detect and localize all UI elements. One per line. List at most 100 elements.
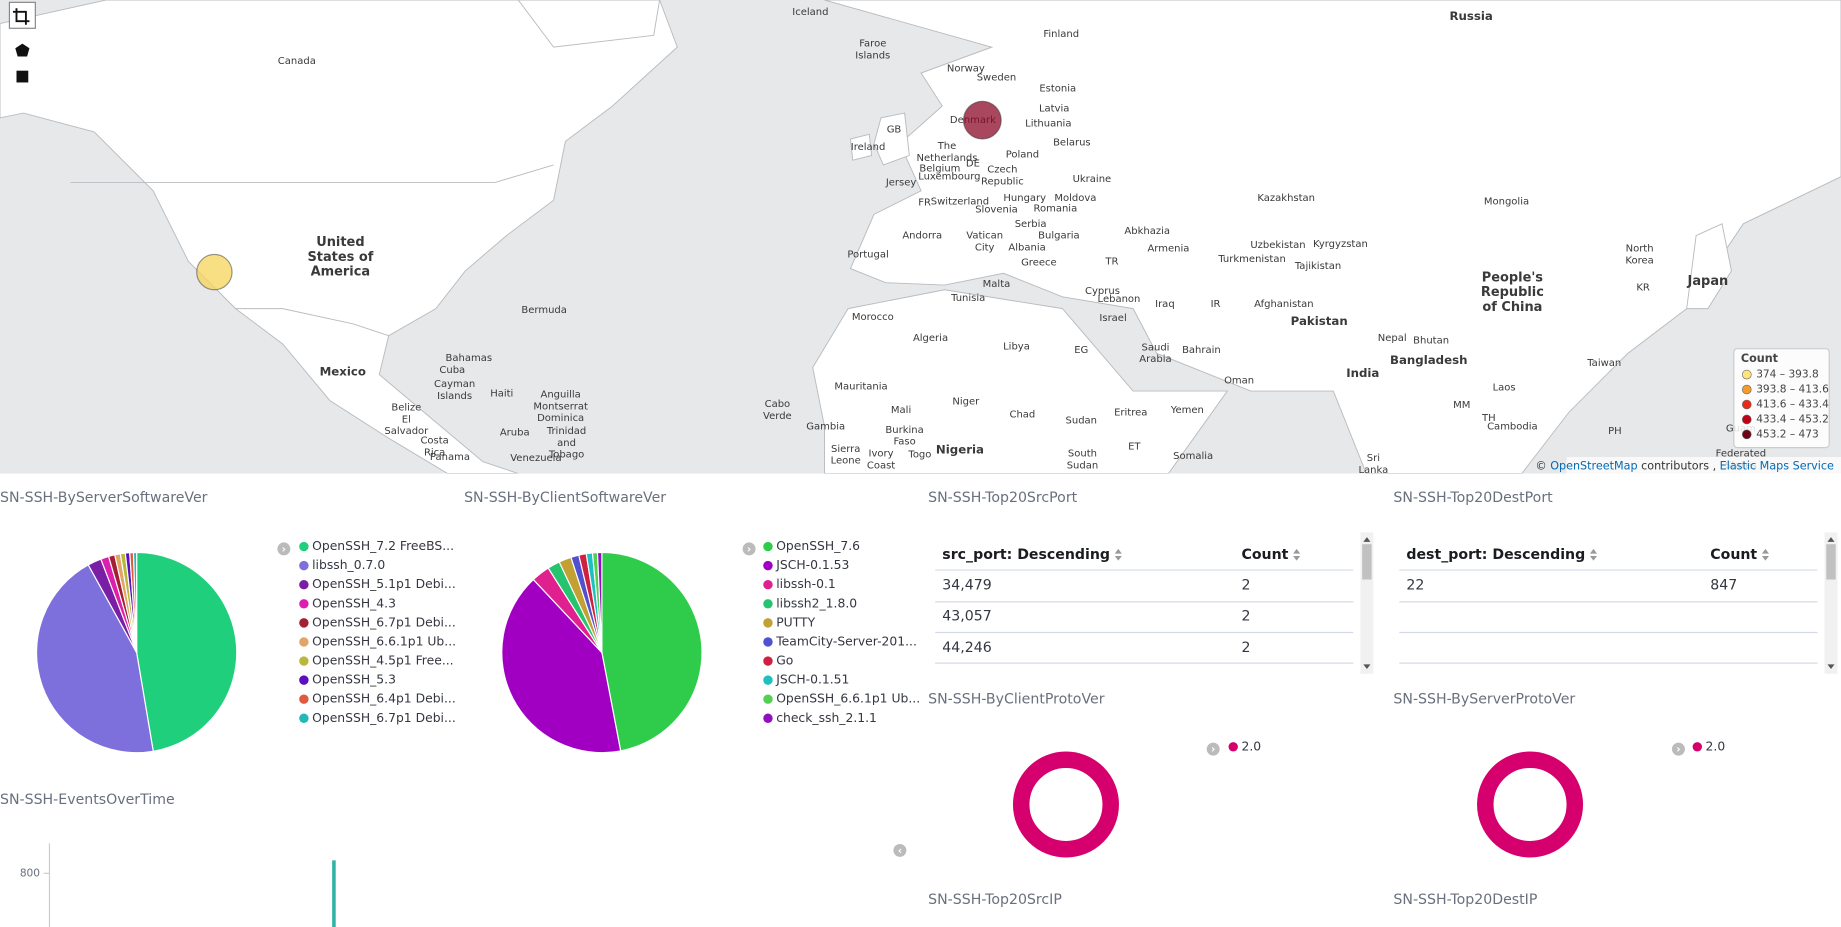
legend-dot[interactable] bbox=[299, 579, 309, 590]
legend-dot[interactable] bbox=[299, 599, 309, 609]
legend-label[interactable]: Go bbox=[776, 654, 793, 668]
map-label: Nepal bbox=[1378, 333, 1407, 344]
polygon-tool[interactable] bbox=[15, 43, 30, 57]
legend-label[interactable]: OpenSSH_6.6.1p1 Ub... bbox=[312, 634, 456, 648]
legend-label[interactable]: OpenSSH_6.6.1p1 Ub... bbox=[776, 692, 920, 706]
map-label: Aruba bbox=[500, 427, 530, 438]
map-label: Switzerland bbox=[931, 196, 989, 207]
sort-icon bbox=[1114, 548, 1122, 561]
pie-slice[interactable] bbox=[35, 564, 154, 754]
legend-dot[interactable] bbox=[763, 599, 773, 609]
legend-label[interactable]: OpenSSH_5.1p1 Debi... bbox=[312, 577, 456, 591]
legend-label[interactable]: OpenSSH_6.4p1 Debi... bbox=[312, 692, 456, 706]
attribution-text: contributors , bbox=[1641, 459, 1716, 472]
legend-label[interactable]: OpenSSH_6.7p1 Debi... bbox=[312, 615, 456, 629]
column-header[interactable]: Count bbox=[1710, 547, 1757, 563]
legend-dot[interactable] bbox=[763, 675, 773, 685]
scrollbar-thumb[interactable] bbox=[1362, 544, 1372, 580]
map-legend: Count 374 – 393.8 393.8 – 413.6 413.6 – 433… bbox=[1733, 348, 1830, 449]
pie-slice[interactable] bbox=[596, 551, 603, 653]
map-label: Sudan bbox=[1066, 416, 1098, 427]
map-label: Cuba bbox=[439, 365, 465, 376]
legend-label[interactable]: OpenSSH_6.7p1 Debi... bbox=[312, 711, 456, 725]
pie-slice[interactable] bbox=[601, 551, 703, 752]
table-cell: 847 bbox=[1710, 577, 1737, 593]
bar[interactable] bbox=[332, 860, 336, 927]
legend-swatch bbox=[1742, 399, 1752, 410]
legend-label[interactable]: TeamCity-Server-201... bbox=[775, 634, 917, 648]
legend-toggle[interactable] bbox=[277, 542, 291, 556]
legend-dot[interactable] bbox=[299, 637, 309, 647]
legend-dot[interactable] bbox=[763, 618, 773, 628]
scroll-up[interactable] bbox=[1363, 537, 1371, 542]
sort-icon bbox=[1761, 548, 1769, 561]
map-label: Canada bbox=[278, 56, 316, 67]
legend-dot[interactable] bbox=[763, 713, 773, 723]
attribution-link[interactable]: Elastic Maps Service bbox=[1720, 459, 1834, 472]
legend-dot[interactable] bbox=[299, 541, 309, 552]
rectangle-tool[interactable] bbox=[16, 70, 29, 83]
legend-label[interactable]: OpenSSH_4.3 bbox=[312, 596, 396, 610]
attribution-link[interactable]: OpenStreetMap bbox=[1550, 459, 1637, 472]
column-header[interactable]: dest_port: Descending bbox=[1406, 547, 1585, 563]
scroll-up[interactable] bbox=[1827, 537, 1835, 542]
legend-dot[interactable] bbox=[299, 618, 309, 628]
map-label: IR bbox=[1211, 299, 1221, 310]
pie-slice[interactable] bbox=[132, 551, 138, 653]
legend-label[interactable]: 2.0 bbox=[1706, 739, 1726, 753]
legend-dot[interactable] bbox=[299, 713, 309, 723]
pie-slice[interactable] bbox=[501, 578, 622, 754]
legend-label[interactable]: libssh2_1.8.0 bbox=[776, 596, 857, 610]
map-label-line: Lanka bbox=[1358, 465, 1388, 476]
legend-dot[interactable] bbox=[299, 694, 309, 704]
legend-dot[interactable] bbox=[763, 579, 773, 590]
map-label-line: Federated bbox=[1716, 448, 1767, 459]
map-label: Taiwan bbox=[1586, 358, 1621, 369]
scrollbar-thumb[interactable] bbox=[1826, 544, 1836, 580]
map-point[interactable] bbox=[962, 100, 1002, 140]
map-label: DE bbox=[966, 159, 980, 170]
legend-label[interactable]: 2.0 bbox=[1241, 739, 1261, 753]
donut-ring[interactable] bbox=[1012, 751, 1119, 858]
crop-icon bbox=[12, 8, 30, 25]
pie-slice[interactable] bbox=[136, 551, 238, 752]
map-label: Faroe Islands bbox=[855, 39, 890, 62]
legend-label[interactable]: JSCH-0.1.51 bbox=[775, 673, 849, 687]
map-label: Lebanon bbox=[1098, 294, 1141, 305]
legend-dot[interactable] bbox=[299, 656, 309, 666]
legend-dot[interactable] bbox=[763, 560, 773, 571]
legend-toggle-icon: › bbox=[282, 543, 286, 555]
scroll-down[interactable] bbox=[1363, 664, 1371, 670]
legend-dot[interactable] bbox=[763, 637, 773, 647]
map-label: United States of America bbox=[307, 235, 373, 279]
legend-label[interactable]: OpenSSH_7.2 FreeBS... bbox=[312, 539, 454, 553]
legend-dot[interactable] bbox=[299, 675, 309, 685]
sort-icon bbox=[1589, 548, 1598, 561]
legend-dot[interactable] bbox=[763, 656, 773, 666]
legend-label[interactable]: check_ssh_2.1.1 bbox=[776, 711, 877, 725]
legend-toggle[interactable] bbox=[1206, 742, 1220, 756]
legend-toggle[interactable] bbox=[1671, 742, 1685, 756]
map-point[interactable] bbox=[196, 253, 233, 291]
legend-toggle[interactable] bbox=[893, 843, 907, 857]
legend-toggle[interactable] bbox=[742, 542, 756, 556]
legend-dot[interactable] bbox=[763, 694, 773, 704]
legend-label[interactable]: OpenSSH_4.5p1 Free... bbox=[312, 654, 453, 668]
scroll-down[interactable] bbox=[1827, 664, 1835, 670]
legend-title: Count bbox=[1741, 352, 1779, 365]
crop-tool[interactable] bbox=[8, 1, 36, 29]
legend-dot[interactable] bbox=[1692, 742, 1703, 752]
legend-label[interactable]: OpenSSH_7.6 bbox=[776, 539, 860, 553]
legend-label[interactable]: PUTTY bbox=[776, 615, 815, 629]
column-header[interactable]: Count bbox=[1241, 547, 1288, 563]
column-header[interactable]: src_port: Descending bbox=[942, 547, 1110, 563]
legend-label[interactable]: libssh-0.1 bbox=[776, 577, 836, 591]
legend-label[interactable]: OpenSSH_5.3 bbox=[312, 673, 396, 687]
legend-label[interactable]: libssh_0.7.0 bbox=[312, 558, 385, 572]
map-label-line: Korea bbox=[1625, 255, 1653, 266]
legend-dot[interactable] bbox=[1228, 742, 1238, 752]
legend-dot[interactable] bbox=[299, 560, 309, 571]
legend-label[interactable]: JSCH-0.1.53 bbox=[775, 558, 849, 572]
legend-dot[interactable] bbox=[763, 541, 773, 552]
donut-ring[interactable] bbox=[1477, 751, 1584, 858]
